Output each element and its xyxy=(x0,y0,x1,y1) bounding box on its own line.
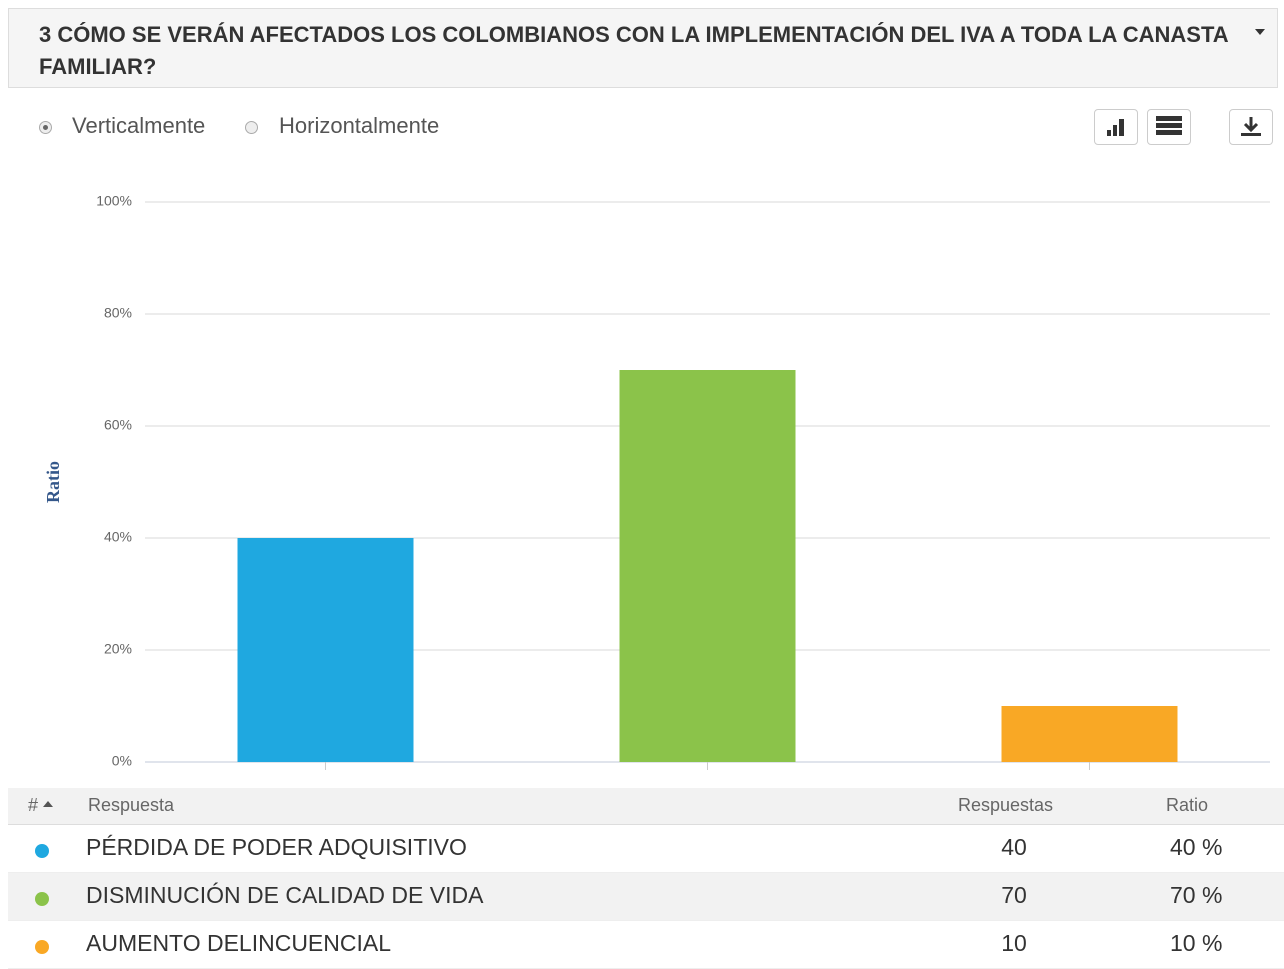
table-header: # Respuesta Respuestas Ratio xyxy=(8,788,1284,825)
legend-dot xyxy=(35,940,49,954)
table-row: AUMENTO DELINCUENCIAL 10 10 % xyxy=(8,921,1284,969)
option-label[interactable]: Verticalmente xyxy=(72,113,206,138)
y-tick-label: 20% xyxy=(104,641,132,657)
y-tick-label: 60% xyxy=(104,417,132,433)
results-table: # Respuesta Respuestas Ratio PÉRDIDA DE PODE… xyxy=(8,788,1284,969)
table-cell: 10 % xyxy=(1170,930,1223,956)
bar xyxy=(237,538,414,762)
table-row: DISMINUCIÓN DE CALIDAD DE VIDA 70 70 % xyxy=(8,873,1284,921)
legend-dot xyxy=(35,892,49,906)
icon xyxy=(1156,116,1182,135)
y-axis-label: Ratio xyxy=(43,461,63,503)
y-tick-label: 40% xyxy=(104,529,132,545)
table-cell: 10 xyxy=(1001,930,1027,956)
table-cell: 40 % xyxy=(1170,834,1223,860)
column-header: Respuesta xyxy=(88,795,175,815)
column-header: Ratio xyxy=(1166,795,1209,815)
bar-chart-button[interactable] xyxy=(1094,109,1138,145)
column-header: Respuestas xyxy=(957,795,1054,815)
download-button[interactable] xyxy=(1229,109,1273,145)
collapse-caret[interactable] xyxy=(1255,29,1265,35)
table-cell: PÉRDIDA DE PODER ADQUISITIVO xyxy=(86,834,467,860)
table-row: PÉRDIDA DE PODER ADQUISITIVO 40 40 % xyxy=(8,825,1284,873)
table-button[interactable] xyxy=(1147,109,1191,145)
legend-dot xyxy=(35,844,49,858)
chart: Ratio 0% 20% 40% 60% 80% 100% xyxy=(43,193,1270,770)
icon xyxy=(1241,117,1261,136)
y-tick-label: 0% xyxy=(112,753,132,769)
table-cell: 70 % xyxy=(1170,882,1223,908)
column-header: # xyxy=(28,795,39,815)
radio-vertical[interactable] xyxy=(39,121,52,134)
bar xyxy=(1001,706,1178,762)
y-tick-label: 80% xyxy=(104,305,132,321)
option-label[interactable]: Horizontalmente xyxy=(279,113,440,138)
question-header: 3 CÓMO SE VERÁN AFECTADOS LOS COLOMBIANO… xyxy=(8,8,1278,88)
table-cell: 70 xyxy=(1001,882,1027,908)
question-title: 3 CÓMO SE VERÁN AFECTADOS LOS COLOMBIANO… xyxy=(39,22,1228,79)
table-cell: AUMENTO DELINCUENCIAL xyxy=(86,930,392,956)
table-cell: 40 xyxy=(1001,834,1027,860)
radio-horizontal[interactable] xyxy=(245,121,258,134)
sort-arrow xyxy=(43,801,53,807)
bar xyxy=(619,370,796,762)
table-cell: DISMINUCIÓN DE CALIDAD DE VIDA xyxy=(86,882,484,908)
icon xyxy=(1107,119,1124,136)
y-tick-label: 100% xyxy=(96,193,132,209)
